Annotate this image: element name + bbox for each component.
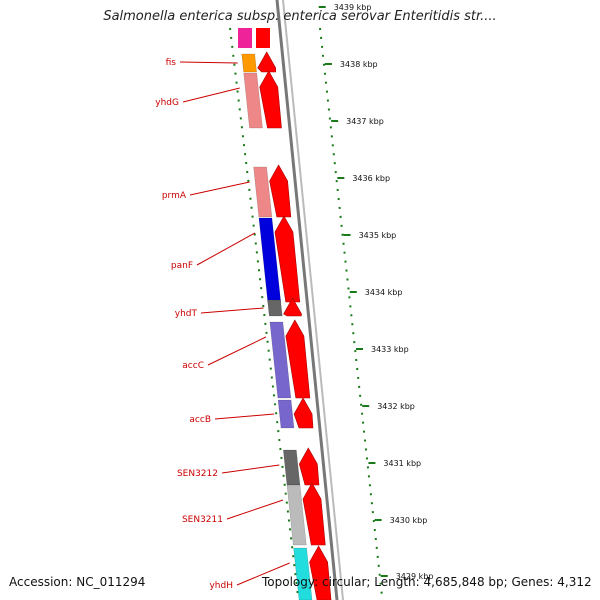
cds-arrow bbox=[283, 297, 302, 317]
feature-box bbox=[267, 299, 283, 317]
ruler-label: 3430 kbp bbox=[390, 516, 428, 525]
cds-arrow bbox=[257, 51, 277, 73]
gene-label: prmA bbox=[162, 191, 187, 201]
leader-line bbox=[226, 499, 284, 520]
gene-panF: panF bbox=[171, 215, 301, 303]
gene-yhdH: yhdH bbox=[209, 545, 332, 600]
ruler-label: 3439 kbp bbox=[334, 3, 372, 12]
leader-line bbox=[207, 336, 267, 366]
gene-label: yhdT bbox=[175, 309, 198, 319]
leader-line bbox=[179, 61, 238, 64]
feature-box bbox=[253, 166, 273, 218]
gene-label: SEN3211 bbox=[182, 515, 223, 525]
gene-SEN3211: SEN3211 bbox=[182, 482, 326, 546]
ruler-label: 3437 kbp bbox=[346, 117, 384, 126]
feature-box bbox=[286, 484, 307, 546]
genome-summary-text: Topology: circular; Length: 4,685,848 bp… bbox=[262, 575, 592, 589]
gene-label: accC bbox=[182, 361, 204, 371]
cds-arrow bbox=[259, 70, 282, 129]
top-partial-features bbox=[238, 28, 270, 48]
gene-label: fis bbox=[166, 58, 177, 68]
backbone bbox=[275, 0, 344, 600]
ruler-label: 3433 kbp bbox=[371, 345, 409, 354]
feature-box bbox=[269, 321, 292, 399]
ruler-label: 3432 kbp bbox=[377, 402, 415, 411]
accession-text: Accession: NC_011294 bbox=[9, 575, 146, 589]
feature-box bbox=[293, 547, 313, 600]
gene-label: yhdG bbox=[155, 98, 179, 108]
gene-fis: fis bbox=[166, 51, 277, 73]
cds-arrow bbox=[269, 164, 292, 218]
gene-label: accB bbox=[189, 415, 211, 425]
leader-line bbox=[236, 562, 290, 586]
ruler-label: 3436 kbp bbox=[352, 174, 390, 183]
leader-line bbox=[200, 307, 264, 314]
leader-line bbox=[182, 87, 240, 103]
feature-box bbox=[241, 53, 257, 73]
ruler-label: 3435 kbp bbox=[359, 231, 397, 240]
leader-line bbox=[221, 464, 280, 474]
feature-box bbox=[243, 72, 263, 129]
feature-box bbox=[283, 449, 301, 486]
ruler-label: 3429 kbp bbox=[396, 572, 434, 581]
gene-label: SEN3212 bbox=[177, 469, 218, 479]
gene-label: panF bbox=[171, 261, 193, 271]
cds-arrow bbox=[293, 397, 314, 429]
cds-arrow bbox=[298, 447, 320, 486]
gene-yhdG: yhdG bbox=[155, 70, 282, 129]
ruler-label: 3438 kbp bbox=[340, 60, 378, 69]
gene-accC: accC bbox=[182, 319, 311, 399]
feature-box bbox=[277, 399, 295, 429]
cds-arrow bbox=[309, 545, 332, 600]
gene-features: fis yhdG prmA panF yhdT accC accB SEN3212 SEN321… bbox=[155, 51, 332, 600]
leader-line bbox=[196, 232, 256, 266]
leader-line bbox=[214, 413, 275, 420]
gene-prmA: prmA bbox=[162, 164, 292, 218]
genome-title: Salmonella enterica subsp. enterica sero… bbox=[103, 9, 497, 24]
gene-label: yhdH bbox=[209, 581, 233, 591]
ruler-label: 3434 kbp bbox=[365, 288, 403, 297]
gene-accB: accB bbox=[189, 397, 314, 429]
gene-yhdT: yhdT bbox=[175, 297, 302, 319]
cds-arrow bbox=[302, 482, 326, 546]
gene-SEN3212: SEN3212 bbox=[177, 447, 320, 486]
leader-line bbox=[189, 181, 250, 196]
kbp-ruler: 3439 kbp 3438 kbp 3437 kbp 3436 kbp 3435 kbp… bbox=[318, 3, 434, 581]
ruler-label: 3431 kbp bbox=[383, 459, 421, 468]
